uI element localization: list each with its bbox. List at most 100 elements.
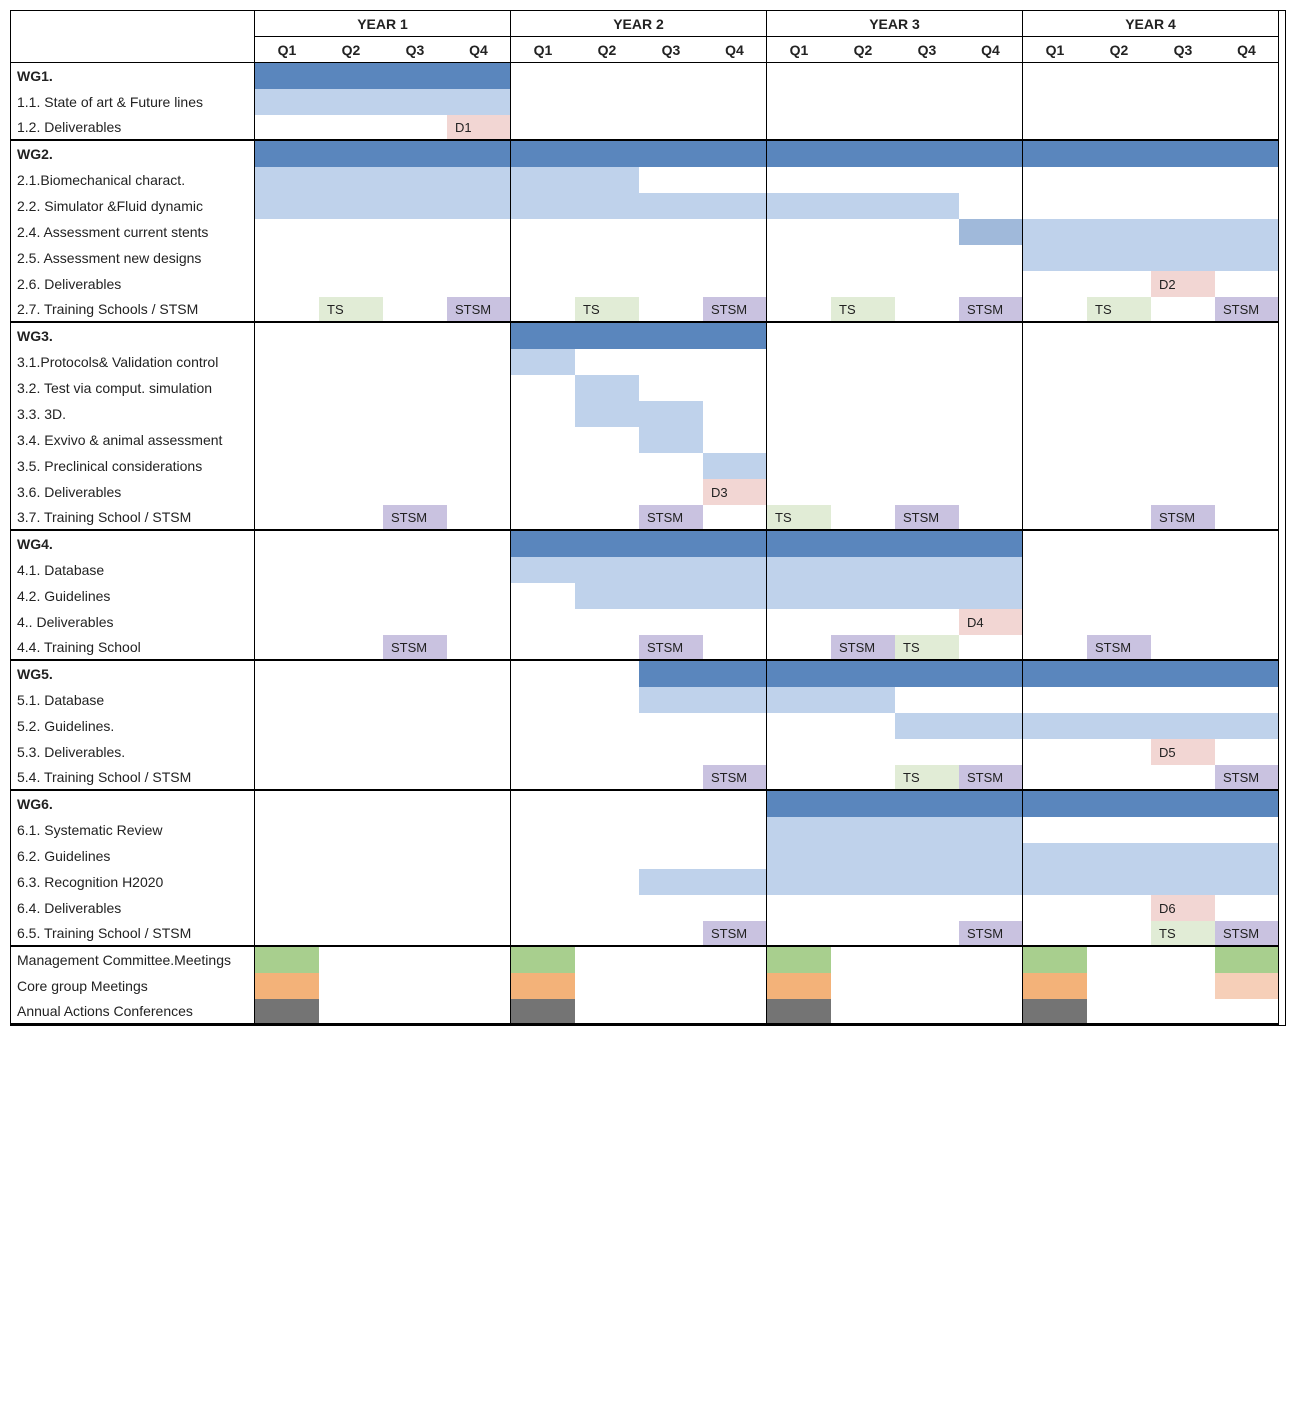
cell-wg2-7-q4: [511, 297, 575, 323]
cell-wg2-7-q11: STSM: [959, 297, 1023, 323]
cell-wg2-6-q9: [831, 271, 895, 297]
cell-wg3-5-q5: [575, 453, 639, 479]
cell-wg5-3-q0: [255, 739, 319, 765]
quarter-header-y1-q1: Q1: [255, 37, 319, 63]
cell-wg6-q8: [767, 791, 831, 817]
row-label-wg1-2: 1.2. Deliverables: [11, 115, 255, 141]
cell-wg3-3-q7: [703, 401, 767, 427]
tag-stsm: STSM: [899, 508, 955, 526]
cell-wg4-4-q14: [1151, 635, 1215, 661]
row-label-conf: Annual Actions Conferences: [11, 999, 255, 1025]
cell-wg3-2-q5: [575, 375, 639, 401]
year-label: YEAR 2: [613, 16, 664, 32]
cell-wg2-5-q0: [255, 245, 319, 271]
tag-ts: TS: [835, 300, 891, 318]
cell-wg2-q13: [1087, 141, 1151, 167]
cell-wg3-5-q4: [511, 453, 575, 479]
row-label-wg5: WG5.: [11, 661, 255, 687]
cell-wg5-1-q1: [319, 687, 383, 713]
cell-wg5-3-q9: [831, 739, 895, 765]
cell-core-q9: [831, 973, 895, 999]
cell-wg3-5-q1: [319, 453, 383, 479]
cell-wg6-2-q13: [1087, 843, 1151, 869]
cell-wg6-5-q0: [255, 921, 319, 947]
cell-wg2-5-q9: [831, 245, 895, 271]
row-label-wg3: WG3.: [11, 323, 255, 349]
cell-wg2-5-q2: [383, 245, 447, 271]
row-label-wg3-3: 3.3. 3D.: [11, 401, 255, 427]
cell-wg6-2-q3: [447, 843, 511, 869]
cell-wg5-4-q9: [831, 765, 895, 791]
cell-wg4-4-q3: [447, 635, 511, 661]
cell-wg5-4-q11: STSM: [959, 765, 1023, 791]
cell-wg3-q1: [319, 323, 383, 349]
cell-wg3-7-q8: TS: [767, 505, 831, 531]
cell-wg2-5-q3: [447, 245, 511, 271]
cell-wg3-6-q15: [1215, 479, 1279, 505]
cell-wg1-1-q4: [511, 89, 575, 115]
cell-wg2-6-q3: [447, 271, 511, 297]
cell-wg2-q7: [703, 141, 767, 167]
cell-wg5-q11: [959, 661, 1023, 687]
cell-wg3-6-q7: D3: [703, 479, 767, 505]
year-label: YEAR 4: [1125, 16, 1176, 32]
cell-wg4-3-q15: [1215, 609, 1279, 635]
cell-conf-q8: [767, 999, 831, 1025]
cell-wg2-5-q5: [575, 245, 639, 271]
cell-wg3-3-q0: [255, 401, 319, 427]
quarter-label: Q2: [1110, 42, 1129, 58]
row-label-text: 2.5. Assessment new designs: [17, 250, 201, 266]
cell-wg3-5-q14: [1151, 453, 1215, 479]
cell-wg6-2-q1: [319, 843, 383, 869]
cell-wg4-4-q1: [319, 635, 383, 661]
cell-wg5-3-q4: [511, 739, 575, 765]
cell-wg2-2-q0: [255, 193, 319, 219]
cell-wg4-3-q6: [639, 609, 703, 635]
cell-wg6-3-q0: [255, 869, 319, 895]
cell-wg6-5-q7: STSM: [703, 921, 767, 947]
cell-core-q5: [575, 973, 639, 999]
cell-wg3-5-q11: [959, 453, 1023, 479]
cell-wg5-1-q13: [1087, 687, 1151, 713]
cell-wg2-4-q11: [959, 219, 1023, 245]
cell-wg3-6-q5: [575, 479, 639, 505]
cell-wg4-2-q14: [1151, 583, 1215, 609]
cell-wg1-q12: [1023, 63, 1087, 89]
tag-stsm: STSM: [1091, 638, 1147, 656]
cell-wg5-q3: [447, 661, 511, 687]
row-label-text: 4.1. Database: [17, 562, 104, 578]
cell-wg5-q6: [639, 661, 703, 687]
row-label-text: 1.2. Deliverables: [17, 119, 121, 135]
cell-wg3-1-q7: [703, 349, 767, 375]
cell-wg6-2-q15: [1215, 843, 1279, 869]
cell-wg5-1-q8: [767, 687, 831, 713]
cell-wg6-1-q8: [767, 817, 831, 843]
cell-wg3-5-q8: [767, 453, 831, 479]
cell-wg2-7-q3: STSM: [447, 297, 511, 323]
quarter-label: Q1: [534, 42, 553, 58]
cell-wg6-5-q13: [1087, 921, 1151, 947]
cell-wg3-5-q13: [1087, 453, 1151, 479]
cell-mgmt-q1: [319, 947, 383, 973]
year-label: YEAR 1: [357, 16, 408, 32]
cell-wg3-7-q1: [319, 505, 383, 531]
tag-stsm: STSM: [707, 300, 762, 318]
cell-wg6-4-q3: [447, 895, 511, 921]
cell-wg6-1-q12: [1023, 817, 1087, 843]
row-label-wg3-6: 3.6. Deliverables: [11, 479, 255, 505]
cell-wg2-4-q4: [511, 219, 575, 245]
cell-wg6-4-q4: [511, 895, 575, 921]
cell-wg2-2-q5: [575, 193, 639, 219]
cell-wg3-7-q14: STSM: [1151, 505, 1215, 531]
cell-wg2-2-q15: [1215, 193, 1279, 219]
cell-wg3-4-q2: [383, 427, 447, 453]
cell-wg5-q9: [831, 661, 895, 687]
cell-wg3-3-q5: [575, 401, 639, 427]
cell-wg3-6-q6: [639, 479, 703, 505]
cell-wg3-6-q0: [255, 479, 319, 505]
row-label-text: 1.1. State of art & Future lines: [17, 94, 203, 110]
cell-wg6-q12: [1023, 791, 1087, 817]
row-label-wg6-2: 6.2. Guidelines: [11, 843, 255, 869]
row-label-text: 6.1. Systematic Review: [17, 822, 163, 838]
cell-wg3-q9: [831, 323, 895, 349]
